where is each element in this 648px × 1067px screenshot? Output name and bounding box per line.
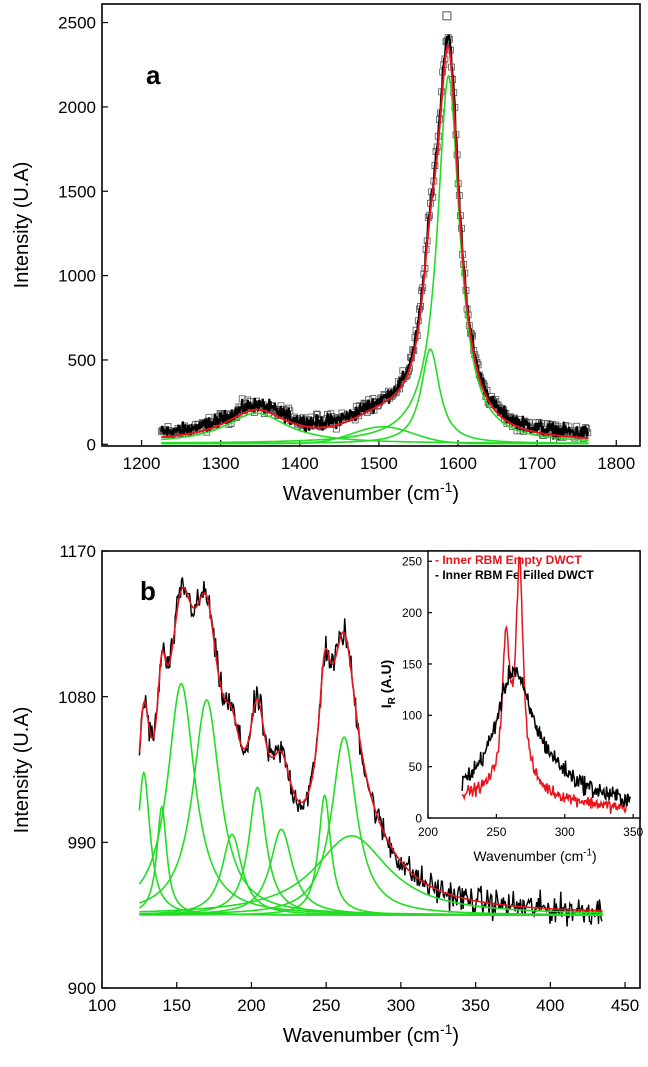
inset-series-empty — [461, 556, 628, 814]
x-tick-label: 1300 — [202, 454, 240, 473]
x-tick-label: 250 — [486, 825, 506, 839]
fit-component-a-3 — [161, 348, 589, 445]
y-tick-label: 2500 — [58, 14, 96, 33]
inset-series-fe-filled — [461, 665, 632, 808]
x-tick-label: 300 — [387, 996, 415, 1015]
y-axis-label: Intensity (U.A) — [11, 707, 33, 834]
y-tick-label: 990 — [68, 833, 96, 852]
inset-y-label-end: (A.U) — [378, 660, 394, 697]
x-axis-label: Wavenumber (cm-1) — [283, 1021, 459, 1047]
y-tick-label: 0 — [87, 435, 96, 454]
x-tick-label: 450 — [611, 996, 639, 1015]
fit-sum-line-b — [138, 586, 603, 912]
y-axis-label: Intensity (U.A) — [11, 162, 33, 289]
x-axis-label-main: Wavenumber (cm — [283, 1025, 440, 1047]
y-tick-label: 1170 — [59, 542, 96, 561]
inset-legend: - Inner RBM Empty DWCT- Inner RBM Fe Fil… — [435, 553, 594, 582]
inset-x-axis-label-script: -1 — [583, 847, 592, 858]
x-tick-label: 1600 — [439, 454, 477, 473]
y-tick-label: 150 — [402, 657, 422, 671]
x-axis-label-end: ) — [452, 1025, 459, 1047]
y-tick-label: 250 — [402, 555, 422, 569]
inset-chart: 200 250 300 350 0 50 100 150 200 250 - Inner RBM E… — [378, 550, 643, 864]
x-tick-label: 1800 — [597, 454, 635, 473]
x-tick-label: 250 — [312, 996, 340, 1015]
y-tick-label: 200 — [402, 606, 422, 620]
x-axis-label-end: ) — [452, 483, 459, 505]
fit-sum-line-a — [161, 44, 589, 440]
fit-component-b-10 — [139, 835, 603, 914]
inset-x-axis-label-main: Wavenumber (cm — [473, 848, 583, 864]
y-tick-label: 2000 — [58, 98, 96, 117]
x-tick-label: 1500 — [360, 454, 398, 473]
legend-entry: - Inner RBM Fe Filled DWCT — [435, 568, 594, 582]
x-tick-label: 100 — [88, 996, 116, 1015]
inset-y-axis-label: IR (A.U) — [378, 660, 398, 708]
x-tick-label: 1400 — [281, 454, 319, 473]
y-tick-label: 1080 — [58, 688, 96, 707]
y-tick-label: 0 — [415, 811, 422, 825]
inset-x-axis-label: Wavenumber (cm-1) — [473, 847, 596, 864]
x-tick-label: 200 — [418, 825, 438, 839]
y-tick-label: 900 — [68, 979, 96, 998]
panel-label-a: a — [146, 60, 161, 90]
chart-panel-a: 1200 1300 1400 1500 1600 1700 1800 0 500 1000 1500… — [11, 3, 641, 505]
x-axis-label-script: -1 — [440, 1021, 453, 1037]
plot-frame — [427, 550, 641, 819]
x-axis-label: Wavenumber (cm-1) — [283, 479, 459, 505]
x-tick-label: 350 — [623, 825, 643, 839]
x-tick-label: 1700 — [518, 454, 556, 473]
inset-y-label-sub: R — [387, 696, 398, 704]
data-peak-marker — [442, 11, 452, 21]
inset-background — [428, 551, 640, 818]
x-tick-label: 350 — [461, 996, 489, 1015]
x-axis-label-script: -1 — [440, 479, 453, 495]
y-tick-label: 1500 — [58, 182, 96, 201]
chart-panel-b: 100 150 200 250 300 350 400 450 900 990 1080 1170 b W… — [11, 542, 643, 1047]
plot-frame — [101, 3, 641, 447]
y-tick-label: 50 — [409, 760, 423, 774]
y-tick-label: 500 — [68, 351, 96, 370]
x-tick-label: 400 — [536, 996, 564, 1015]
y-tick-label: 100 — [402, 709, 422, 723]
legend-entry: - Inner RBM Empty DWCT — [435, 553, 582, 567]
panel-label-b: b — [140, 576, 156, 606]
fit-component-a-4 — [161, 74, 589, 444]
x-tick-label: 1200 — [123, 454, 161, 473]
inset-x-axis-label-end: ) — [592, 848, 597, 864]
fit-component-b-8 — [139, 793, 603, 916]
x-tick-label: 150 — [163, 996, 191, 1015]
fit-component-b-9 — [139, 736, 603, 916]
inset-y-label-main: I — [378, 704, 394, 708]
x-tick-label: 300 — [555, 825, 575, 839]
x-axis-label-main: Wavenumber (cm — [283, 483, 440, 505]
y-tick-label: 1000 — [58, 267, 96, 286]
x-tick-label: 200 — [237, 996, 265, 1015]
